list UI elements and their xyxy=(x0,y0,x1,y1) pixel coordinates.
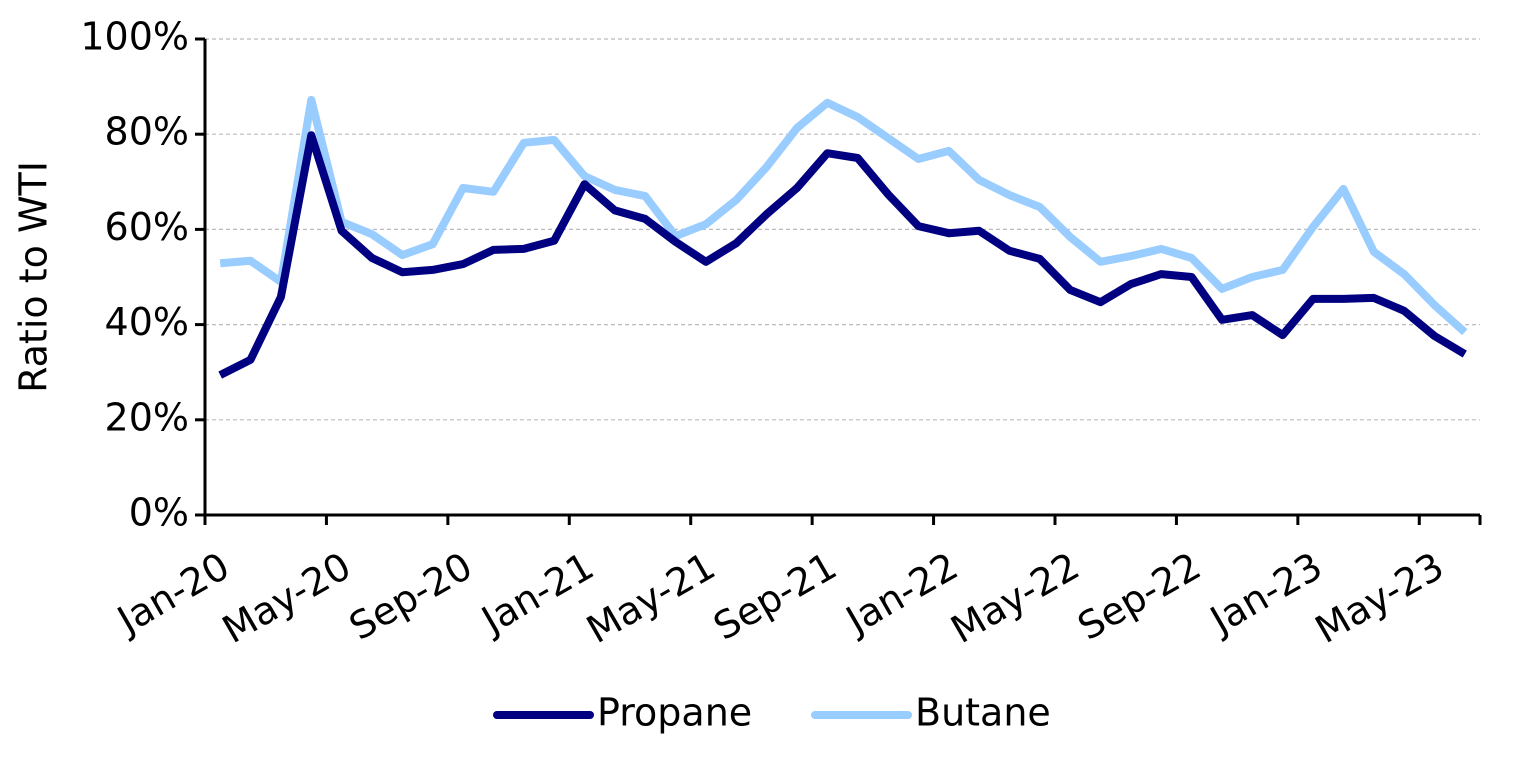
line-series xyxy=(219,95,1468,336)
y-tick-label: 20% xyxy=(105,395,189,439)
y-tick-label: 40% xyxy=(105,300,189,344)
x-tick-label: May-22 xyxy=(944,544,1087,652)
x-tick-label: Sep-20 xyxy=(342,544,480,649)
legend-label: Propane xyxy=(597,691,752,735)
y-tick-label: 60% xyxy=(105,205,189,249)
y-tick-label: 80% xyxy=(105,110,189,154)
x-tick-label: May-21 xyxy=(579,544,722,652)
x-tick-label: Jan-23 xyxy=(1201,544,1329,643)
y-tick-label: 0% xyxy=(129,491,189,535)
x-tick-label: Jan-20 xyxy=(109,544,237,643)
y-axis-label: Ratio to WTI xyxy=(12,161,56,393)
x-tick-label: May-20 xyxy=(215,544,358,652)
x-tick-label: May-23 xyxy=(1308,544,1451,652)
x-tick-label: Jan-21 xyxy=(473,544,601,643)
line-series xyxy=(218,131,1467,379)
x-tick-label: Sep-22 xyxy=(1070,544,1208,649)
legend-label: Butane xyxy=(915,691,1051,735)
y-tick-label: 100% xyxy=(80,15,189,59)
x-tick-label: Jan-22 xyxy=(837,544,965,643)
x-tick-label: Sep-21 xyxy=(706,544,844,649)
